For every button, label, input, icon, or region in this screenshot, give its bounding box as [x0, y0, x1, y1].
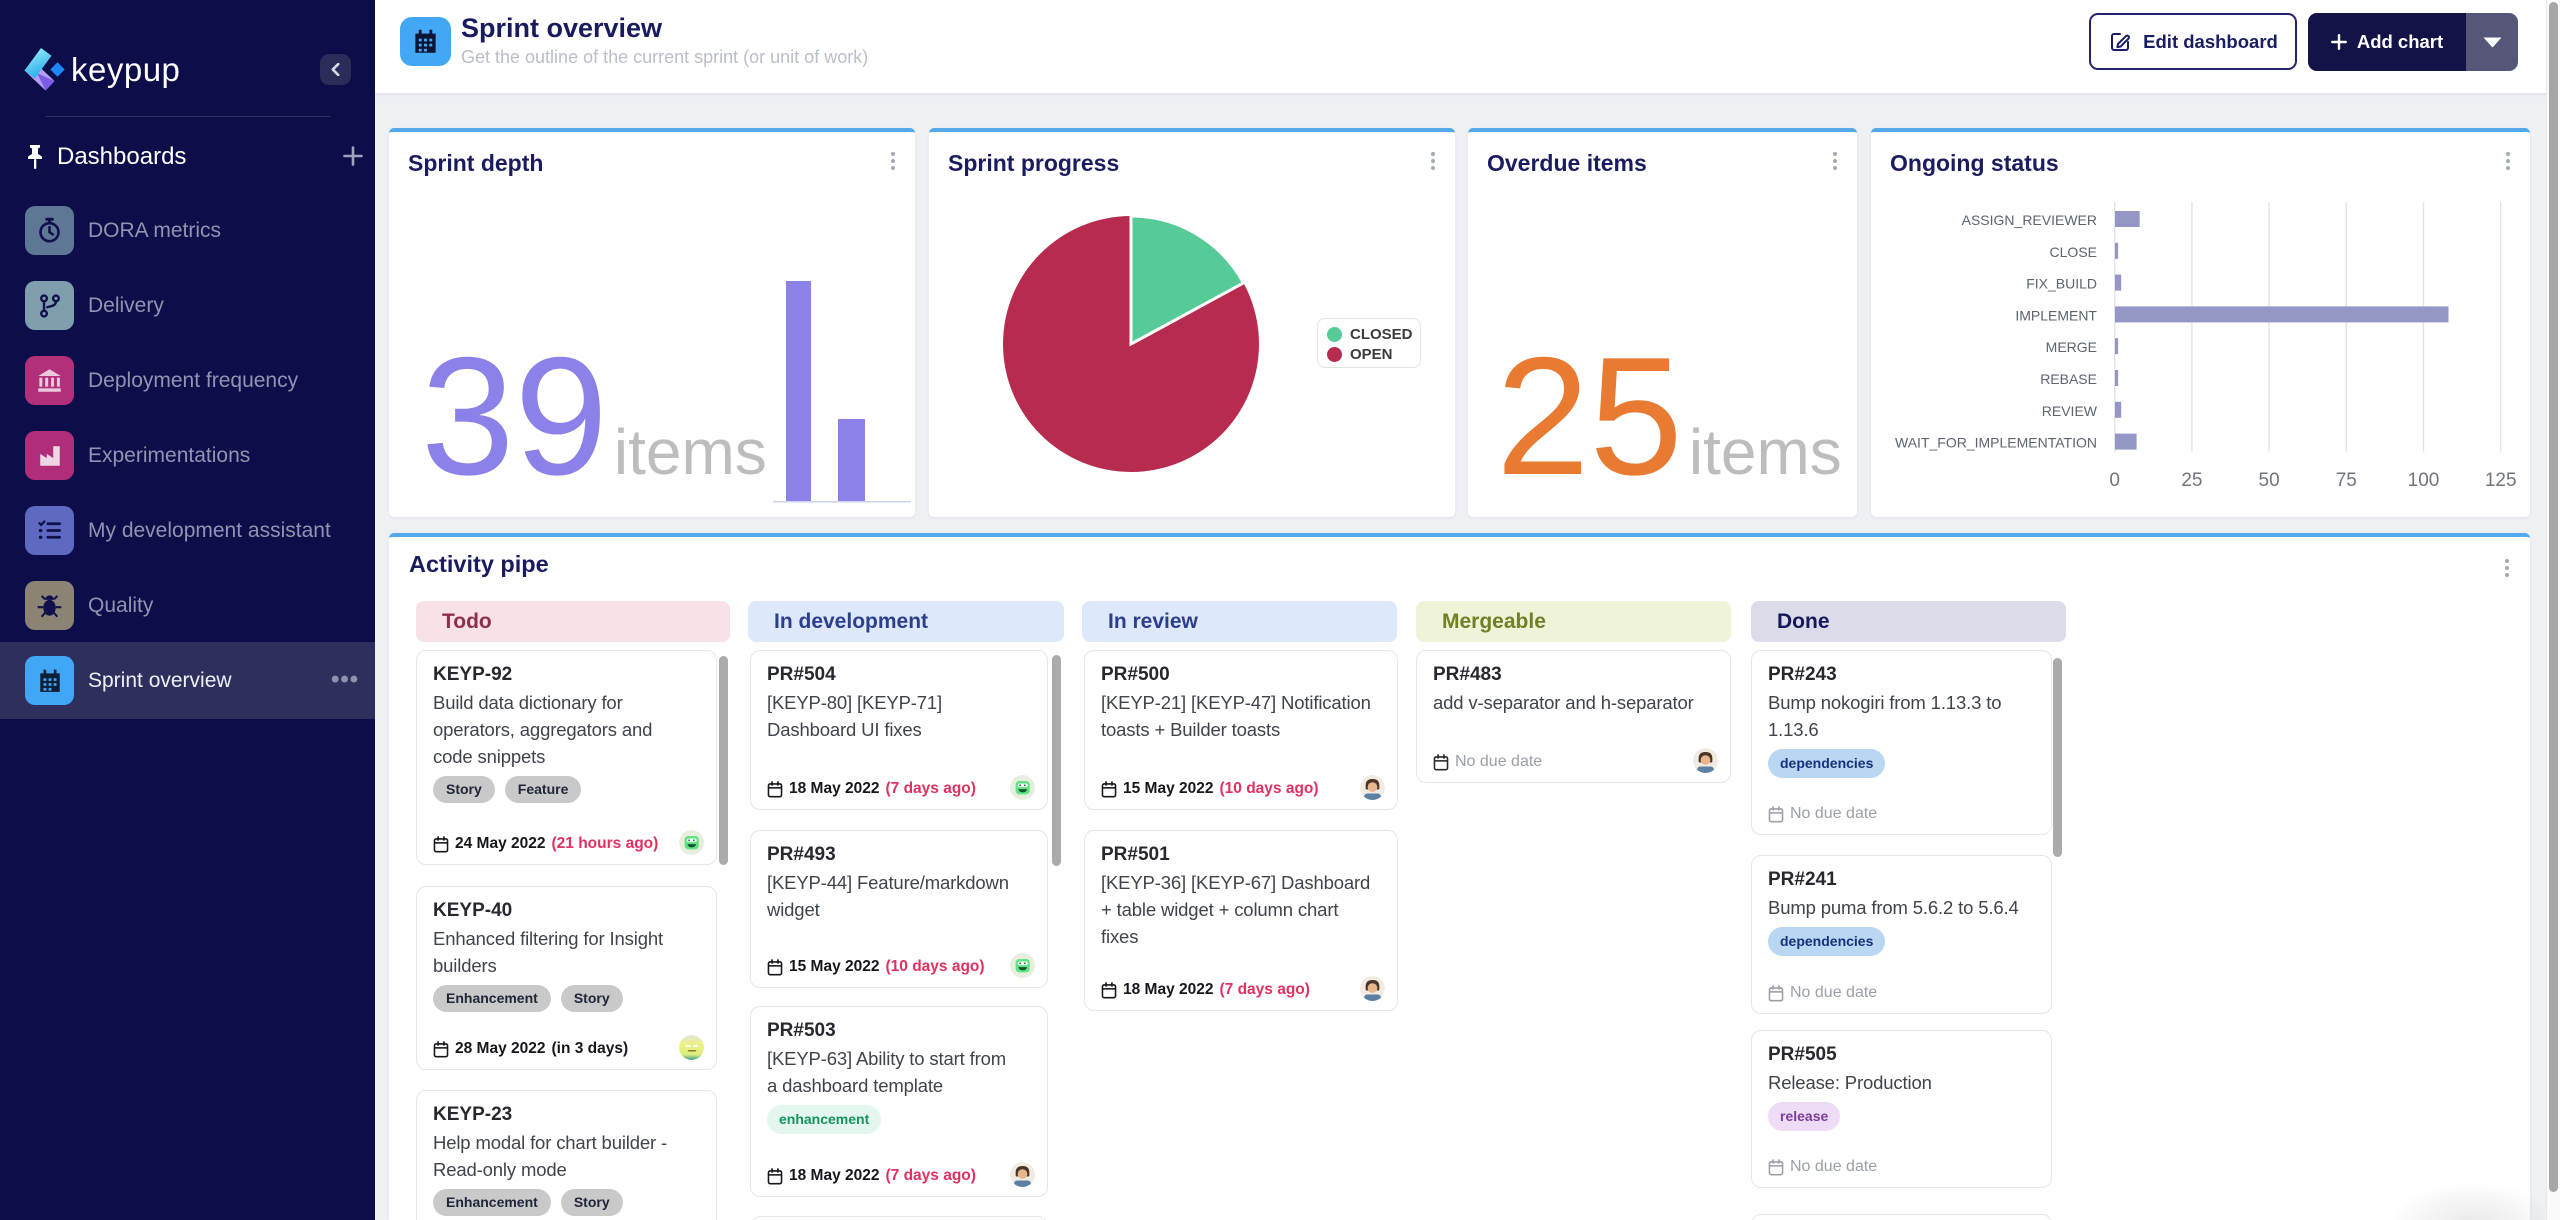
svg-text:0: 0	[2109, 470, 2120, 491]
svg-text:ASSIGN_REVIEWER: ASSIGN_REVIEWER	[1962, 212, 2097, 228]
svg-text:IMPLEMENT: IMPLEMENT	[2015, 307, 2097, 323]
svg-text:WAIT_FOR_IMPLEMENTATION: WAIT_FOR_IMPLEMENTATION	[1895, 435, 2097, 451]
svg-text:75: 75	[2336, 470, 2357, 491]
svg-text:REBASE: REBASE	[2040, 371, 2097, 387]
svg-text:50: 50	[2259, 470, 2280, 491]
svg-text:MERGE: MERGE	[2046, 339, 2097, 355]
svg-text:125: 125	[2485, 470, 2517, 491]
svg-text:REVIEW: REVIEW	[2042, 403, 2098, 419]
svg-text:25: 25	[2181, 470, 2202, 491]
svg-text:100: 100	[2408, 470, 2440, 491]
svg-text:CLOSE: CLOSE	[2050, 244, 2097, 260]
svg-text:FIX_BUILD: FIX_BUILD	[2026, 276, 2097, 292]
